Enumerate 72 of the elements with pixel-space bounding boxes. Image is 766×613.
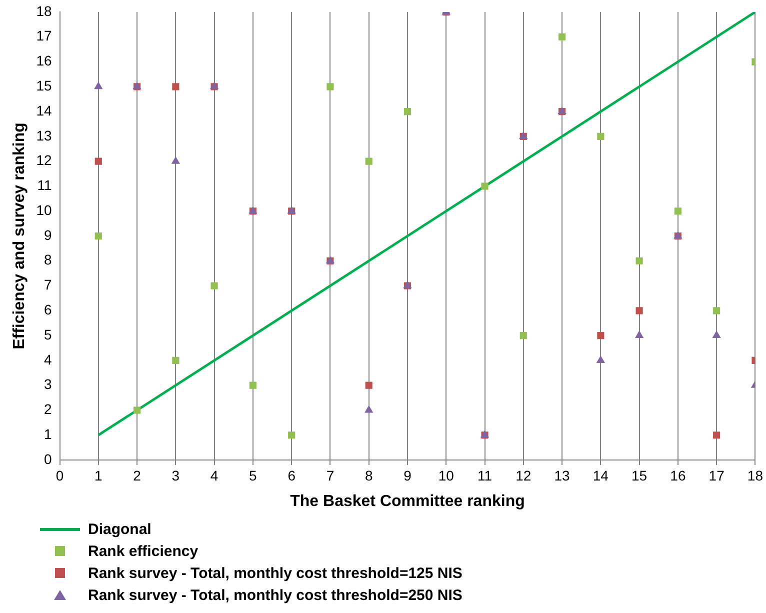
point	[558, 33, 566, 40]
point	[404, 108, 412, 116]
point	[520, 332, 527, 340]
point	[172, 83, 180, 90]
point	[326, 83, 334, 90]
point	[674, 208, 682, 215]
x-tick-label: 11	[477, 467, 492, 484]
point	[365, 382, 372, 389]
x-tick-label: 4	[210, 467, 218, 484]
y-tick-label: 7	[44, 276, 52, 293]
y-tick-label: 18	[36, 2, 52, 19]
point	[288, 432, 296, 439]
x-tick-label: 1	[94, 467, 103, 484]
x-tick-label: 3	[172, 467, 180, 484]
y-tick-label: 1	[44, 426, 52, 442]
point	[249, 382, 256, 389]
y-tick-label: 2	[44, 401, 52, 418]
x-tick-label: 2	[133, 467, 142, 484]
y-tick-label: 14	[36, 102, 52, 118]
y-tick-label: 11	[37, 177, 52, 194]
point	[596, 355, 605, 363]
x-tick-label: 10	[438, 467, 454, 484]
point	[713, 432, 720, 439]
y-tick-label: 12	[36, 152, 52, 168]
point	[94, 232, 102, 240]
y-axis-title: Efficiency and survey ranking	[11, 122, 28, 350]
point	[713, 307, 720, 314]
y-tick-label: 13	[36, 127, 52, 144]
x-tick-label: 16	[670, 467, 686, 484]
y-tick-label: 9	[44, 226, 52, 243]
y-tick-label: 17	[36, 28, 52, 44]
y-tick-label: 15	[36, 78, 52, 94]
y-tick-label: 10	[36, 202, 52, 218]
y-tick-label: 5	[44, 326, 52, 342]
y-tick-label: 0	[44, 450, 52, 467]
point	[172, 356, 180, 364]
x-tick-label: 18	[747, 467, 764, 484]
x-tick-label: 12	[516, 467, 532, 484]
point	[365, 158, 372, 165]
x-axis-title: The Basket Committee ranking	[290, 492, 525, 510]
y-tick-label: 3	[44, 376, 52, 392]
y-tick-label: 6	[44, 302, 52, 318]
point	[134, 406, 141, 414]
x-tick-label: 0	[56, 467, 64, 484]
x-tick-label: 9	[404, 467, 412, 484]
x-tick-label: 7	[326, 467, 334, 484]
y-tick-label: 4	[44, 351, 52, 368]
point	[597, 132, 604, 140]
point	[597, 332, 604, 340]
x-tick-label: 5	[249, 467, 258, 484]
point	[712, 330, 721, 338]
y-tick-label: 16	[36, 52, 52, 69]
point	[364, 405, 374, 413]
x-tick-label: 15	[632, 467, 648, 484]
legend-label: Rank efficiency	[88, 542, 198, 560]
point	[636, 257, 643, 264]
point	[94, 158, 102, 165]
legend-label: Diagonal	[88, 520, 152, 538]
x-tick-label: 6	[288, 467, 296, 484]
legend-label: Rank survey - Total, monthly cost threshold=250 NIS	[88, 586, 462, 604]
x-tick-label: 17	[708, 467, 725, 484]
point	[210, 282, 218, 290]
x-tick-label: 14	[592, 467, 609, 484]
point	[634, 330, 644, 338]
point	[171, 156, 180, 164]
x-tick-label: 8	[364, 467, 373, 484]
x-tick-label: 13	[554, 467, 570, 484]
point	[94, 82, 103, 90]
point	[481, 182, 488, 190]
y-tick-label: 8	[44, 252, 52, 268]
legend-label: Rank survey - Total, monthly cost threshold=125 NIS	[88, 564, 462, 582]
point	[636, 307, 643, 314]
